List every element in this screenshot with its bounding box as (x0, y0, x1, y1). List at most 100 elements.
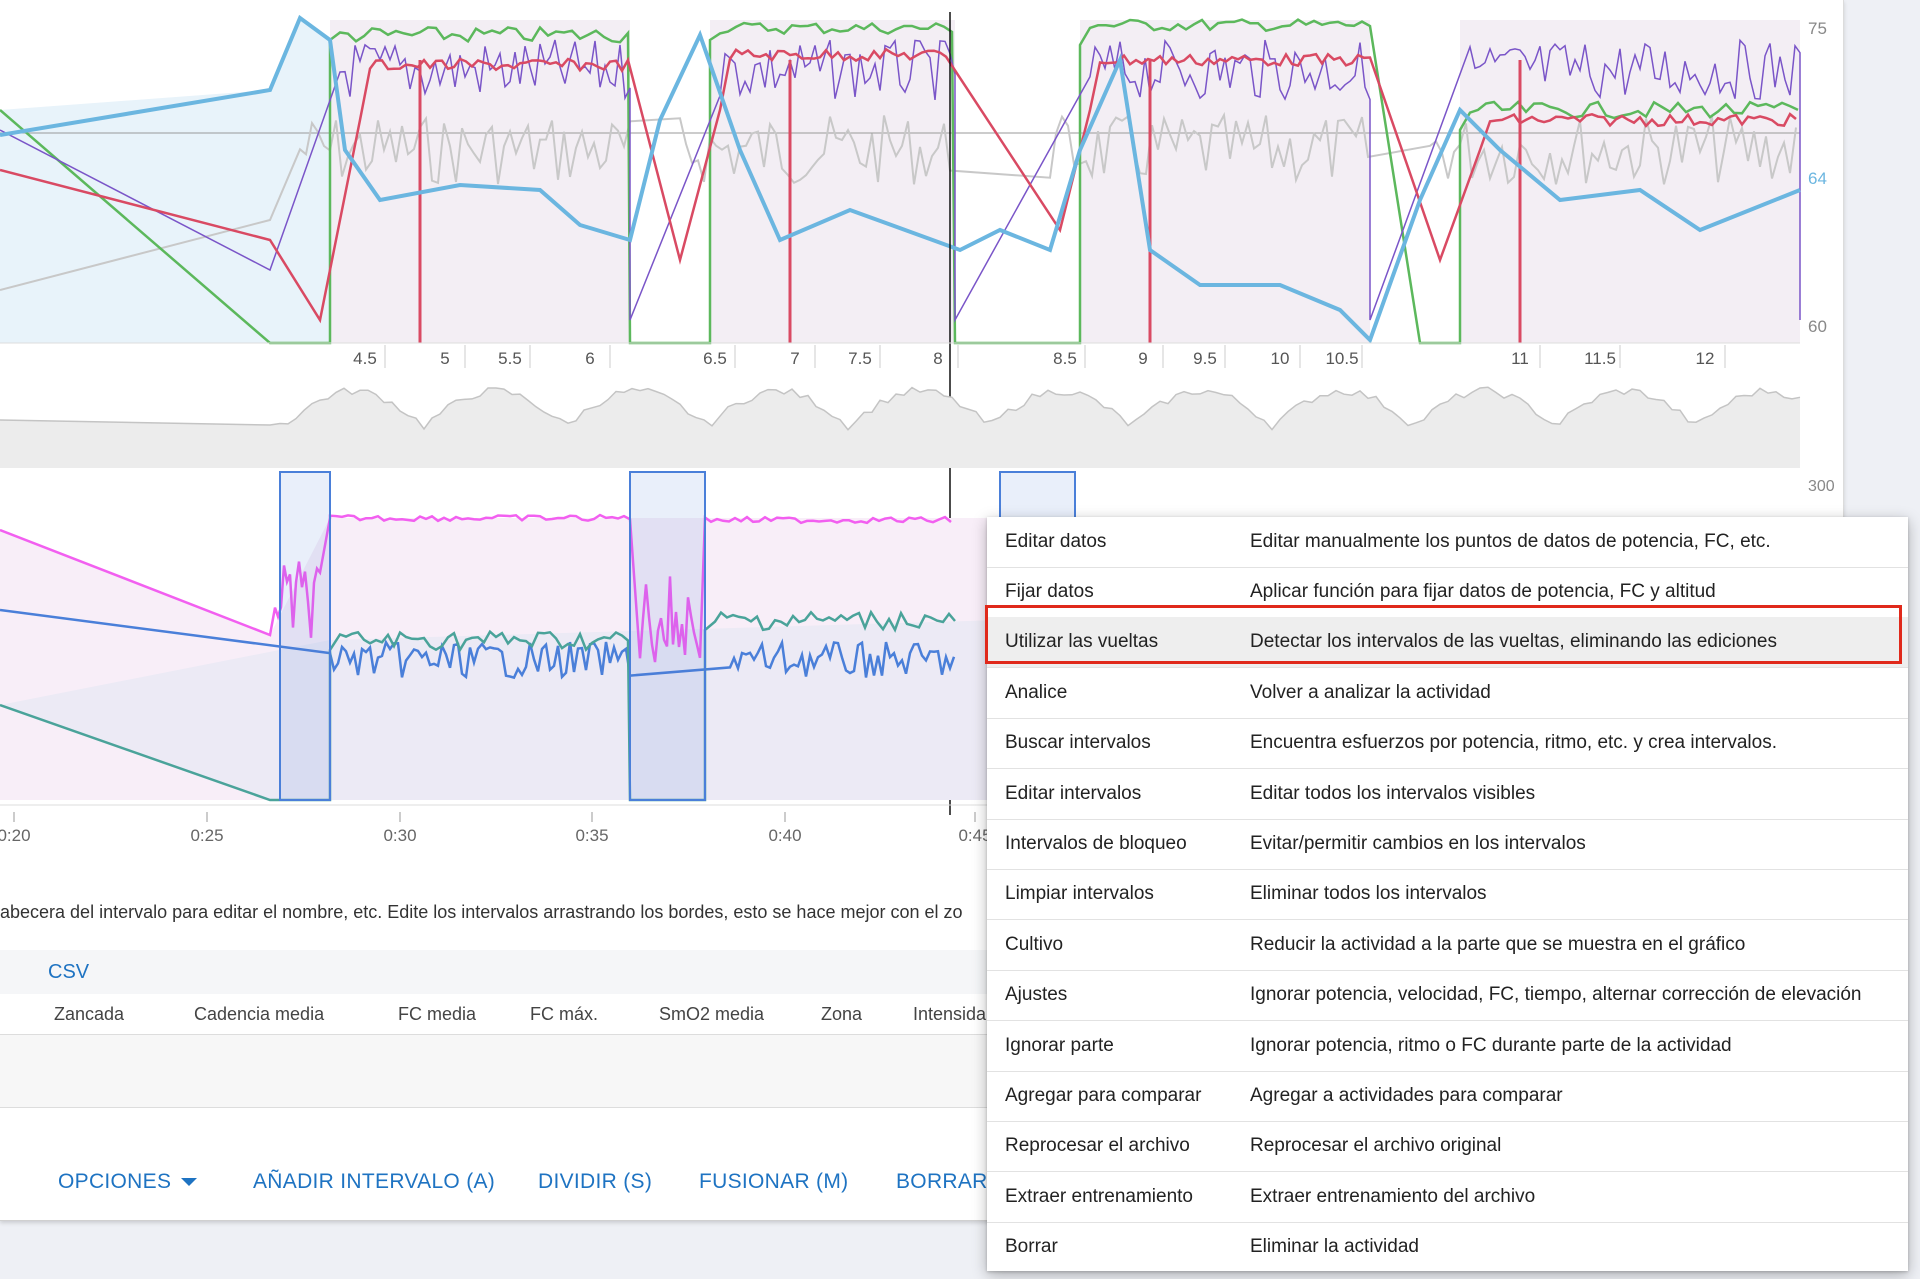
altitude-fill (0, 387, 1800, 468)
interval-toolbar: OPCIONES AÑADIR INTERVALO (A) DIVIDIR (S… (0, 1158, 1843, 1208)
menu-item-description: Encuentra esfuerzos por potencia, ritmo,… (1250, 732, 1777, 753)
menu-item-description: Ignorar potencia, ritmo o FC durante par… (1250, 1035, 1732, 1056)
options-menu: Editar datos Editar manualmente los punto… (987, 517, 1908, 1271)
menu-item-extraer-entrenamiento[interactable]: Extraer entrenamiento Extraer entrenamien… (987, 1172, 1908, 1223)
menu-item-description: Volver a analizar la actividad (1250, 682, 1491, 703)
menu-item-editar-intervalos[interactable]: Editar intervalos Editar todos los interv… (987, 769, 1908, 820)
menu-item-reprocesar-archivo[interactable]: Reprocesar el archivo Reprocesar el archi… (987, 1121, 1908, 1172)
column-header[interactable]: Zancada (54, 1004, 125, 1024)
distance-tick-label: 7 (790, 349, 799, 368)
menu-item-label: Agregar para comparar (1005, 1085, 1202, 1106)
menu-item-description: Detectar los intervalos de las vueltas, … (1250, 631, 1777, 652)
menu-item-label: Editar intervalos (1005, 783, 1142, 804)
menu-item-description: Evitar/permitir cambios en los intervalo… (1250, 833, 1586, 854)
split-button[interactable]: DIVIDIR (S) (538, 1170, 653, 1193)
menu-item-intervalos-bloqueo[interactable]: Intervalos de bloqueo Evitar/permitir cam… (987, 819, 1908, 870)
time-tick-label: 0:20 (0, 826, 31, 845)
column-header[interactable]: SmO2 media (659, 1004, 765, 1024)
caret-down-icon (181, 1178, 198, 1187)
menu-item-description: Ignorar potencia, velocidad, FC, tiempo,… (1250, 984, 1862, 1005)
menu-item-label: Utilizar las vueltas (1005, 631, 1159, 652)
power-pink-line (0, 513, 952, 663)
purple-series-line (0, 38, 1801, 323)
time-tick-label: 0:40 (768, 826, 801, 845)
distance-tick-label: 8.5 (1053, 349, 1077, 368)
highlight-box (985, 605, 1902, 664)
menu-item-description: Agregar a actividades para comparar (1250, 1085, 1563, 1106)
interval-marker (279, 471, 331, 801)
menu-item-description: Editar todos los intervalos visibles (1250, 783, 1536, 804)
menu-item-limpiar-intervalos[interactable]: Limpiar intervalos Eliminar todos los int… (987, 869, 1908, 920)
distance-tick-label: 11 (1511, 349, 1529, 368)
distance-tick-label: 4.5 (353, 349, 377, 368)
heart-rate-line (0, 47, 1797, 324)
column-header[interactable]: Intensida (913, 1004, 987, 1024)
distance-tick-label: 10 (1271, 349, 1290, 368)
teal-series-line (0, 609, 956, 802)
menu-item-utilizar-vueltas[interactable]: Utilizar las vueltas Detectar los interva… (987, 617, 1908, 668)
menu-item-label: Ajustes (1005, 984, 1068, 1005)
time-tick-label: 0:30 (383, 826, 416, 845)
menu-item-borrar[interactable]: Borrar Eliminar la actividad (987, 1222, 1908, 1272)
distance-tick-label: 11.5 (1584, 349, 1616, 368)
distance-tick-label: 9.5 (1193, 349, 1217, 368)
delete-button[interactable]: BORRAR (896, 1170, 988, 1193)
column-header[interactable]: Cadencia media (194, 1004, 325, 1024)
menu-item-description: Eliminar la actividad (1250, 1236, 1419, 1257)
distance-tick-label: 5 (440, 349, 449, 368)
right-axis-tick-label: 60 (1808, 317, 1827, 336)
right-axis-tick-label: 64 (1808, 169, 1827, 188)
menu-item-agregar-comparar[interactable]: Agregar para comparar Agregar a actividad… (987, 1071, 1908, 1122)
distance-tick-label: 12 (1696, 349, 1715, 368)
menu-item-description: Reducir la actividad a la parte que se m… (1250, 934, 1746, 955)
menu-item-description: Reprocesar el archivo original (1250, 1135, 1502, 1156)
csv-link[interactable]: CSV (48, 961, 90, 983)
menu-item-analice[interactable]: Analice Volver a analizar la actividad (987, 668, 1908, 719)
menu-item-label: Fijar datos (1005, 581, 1094, 602)
altitude-line (0, 386, 1801, 431)
menu-item-label: Reprocesar el archivo (1005, 1135, 1190, 1156)
time-tick-label: 0:25 (190, 826, 223, 845)
menu-item-ignorar-parte[interactable]: Ignorar parte Ignorar potencia, ritmo o F… (987, 1021, 1908, 1072)
options-label: OPCIONES (58, 1170, 172, 1193)
add-interval-button[interactable]: AÑADIR INTERVALO (A) (253, 1170, 496, 1193)
column-header[interactable]: FC media (398, 1004, 477, 1024)
menu-item-ajustes[interactable]: Ajustes Ignorar potencia, velocidad, FC, … (987, 970, 1908, 1021)
menu-item-buscar-intervalos[interactable]: Buscar intervalos Encuentra esfuerzos por… (987, 718, 1908, 769)
interval-fill (1080, 20, 1370, 343)
distance-tick-label: 10.5 (1325, 349, 1358, 368)
menu-item-cultivo[interactable]: Cultivo Reducir la actividad a la parte q… (987, 920, 1908, 971)
column-header[interactable]: FC máx. (530, 1004, 599, 1024)
menu-item-label: Analice (1005, 682, 1068, 703)
time-tick-label: 0:35 (575, 826, 608, 845)
menu-item-label: Ignorar parte (1005, 1035, 1114, 1056)
menu-item-label: Cultivo (1005, 934, 1064, 955)
menu-item-label: Extraer entrenamiento (1005, 1186, 1193, 1207)
menu-item-description: Eliminar todos los intervalos (1250, 883, 1487, 904)
distance-tick-label: 6.5 (703, 349, 727, 368)
menu-item-label: Limpiar intervalos (1005, 883, 1154, 904)
power-axis-tick-label: 300 (1808, 478, 1835, 495)
menu-item-label: Editar datos (1005, 531, 1107, 552)
time-tick-label: 0:45 (958, 826, 991, 845)
smo2-line (0, 14, 1801, 344)
menu-item-description: Editar manualmente los puntos de datos d… (1250, 531, 1771, 552)
options-dropdown-button[interactable]: OPCIONES (58, 1170, 198, 1194)
menu-item-editar-datos[interactable]: Editar datos Editar manualmente los punto… (987, 517, 1908, 568)
menu-item-label: Intervalos de bloqueo (1005, 833, 1187, 854)
interval-marker (629, 471, 706, 801)
interval-fill (330, 20, 630, 343)
green-series-line (0, 18, 1799, 345)
interval-table-header: Zancada Cadencia media FC media FC máx. … (0, 994, 1843, 1035)
column-header[interactable]: Zona (821, 1004, 863, 1024)
distance-tick-label: 6 (585, 349, 594, 368)
menu-item-description: Extraer entrenamiento del archivo (1250, 1186, 1536, 1207)
merge-button[interactable]: FUSIONAR (M) (699, 1170, 849, 1193)
menu-item-description: Aplicar función para fijar datos de pote… (1250, 581, 1716, 602)
distance-tick-label: 9 (1138, 349, 1147, 368)
distance-tick-label: 7.5 (848, 349, 872, 368)
right-axis-tick-label: 75 (1808, 19, 1827, 38)
gray-series-line (0, 111, 1797, 291)
distance-tick-label: 8 (933, 349, 942, 368)
distance-tick-label: 5.5 (498, 349, 522, 368)
